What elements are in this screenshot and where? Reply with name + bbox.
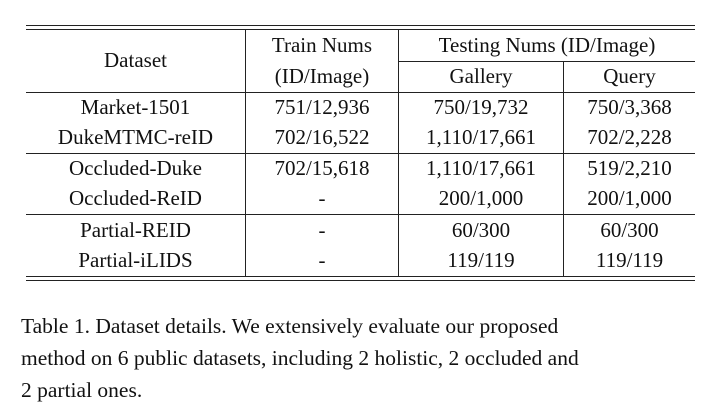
table-row-dataset: Market-1501	[80, 95, 191, 119]
caption-line: method on 6 public datasets, including 2…	[21, 346, 579, 370]
table-row-query: 750/3,368	[587, 95, 672, 119]
table-row-gallery: 1,110/17,661	[425, 125, 537, 149]
table-row-query: 702/2,228	[587, 125, 672, 149]
header-train-line2: (ID/Image)	[274, 64, 370, 88]
table-bottom-rule-2	[26, 280, 695, 281]
col-divider-gallery	[563, 61, 564, 276]
table-bottom-rule-1	[26, 276, 695, 277]
table-row-query: 119/119	[595, 248, 664, 272]
table-row-train: 751/12,936	[274, 95, 370, 119]
table-row-train: 702/16,522	[274, 125, 370, 149]
table-row-dataset: Occluded-ReID	[69, 186, 202, 210]
table-row-train: 702/15,618	[274, 156, 370, 180]
table-row-query: 60/300	[600, 218, 659, 242]
table-row-gallery: 119/119	[447, 248, 515, 272]
holistic-group-rule	[26, 153, 695, 154]
header-gallery: Gallery	[449, 64, 513, 88]
table-top-rule-2	[26, 29, 695, 30]
table-row-gallery: 60/300	[451, 218, 511, 242]
table-row-gallery: 200/1,000	[438, 186, 524, 210]
table-row-dataset: DukeMTMC-reID	[57, 125, 214, 149]
table-row-dataset: Partial-REID	[80, 218, 191, 242]
header-bottom-rule	[26, 92, 695, 93]
header-testing: Testing Nums (ID/Image)	[438, 33, 656, 57]
table-row-train: -	[318, 186, 326, 210]
col-divider-train	[398, 30, 399, 276]
table-caption: Table 1. Dataset details. We extensively…	[21, 310, 704, 406]
table-row-gallery: 750/19,732	[433, 95, 529, 119]
table-row-dataset: Partial-iLIDS	[78, 248, 193, 272]
table-top-rule-1	[26, 25, 695, 26]
table-row-gallery: 1,110/17,661	[425, 156, 537, 180]
table-row-query: 519/2,210	[587, 156, 672, 180]
caption-line: Table 1. Dataset details. We extensively…	[21, 314, 559, 338]
header-train-line1: Train Nums	[271, 33, 373, 57]
col-divider-dataset	[245, 30, 246, 276]
table-row-query: 200/1,000	[587, 186, 672, 210]
testing-subheader-rule	[398, 61, 695, 62]
table-row-dataset: Occluded-Duke	[69, 156, 202, 180]
table-row-train: -	[318, 248, 326, 272]
header-query: Query	[603, 64, 656, 88]
header-dataset: Dataset	[104, 48, 167, 72]
caption-line: 2 partial ones.	[21, 378, 143, 402]
table-row-train: -	[318, 218, 326, 242]
occluded-group-rule	[26, 214, 695, 215]
